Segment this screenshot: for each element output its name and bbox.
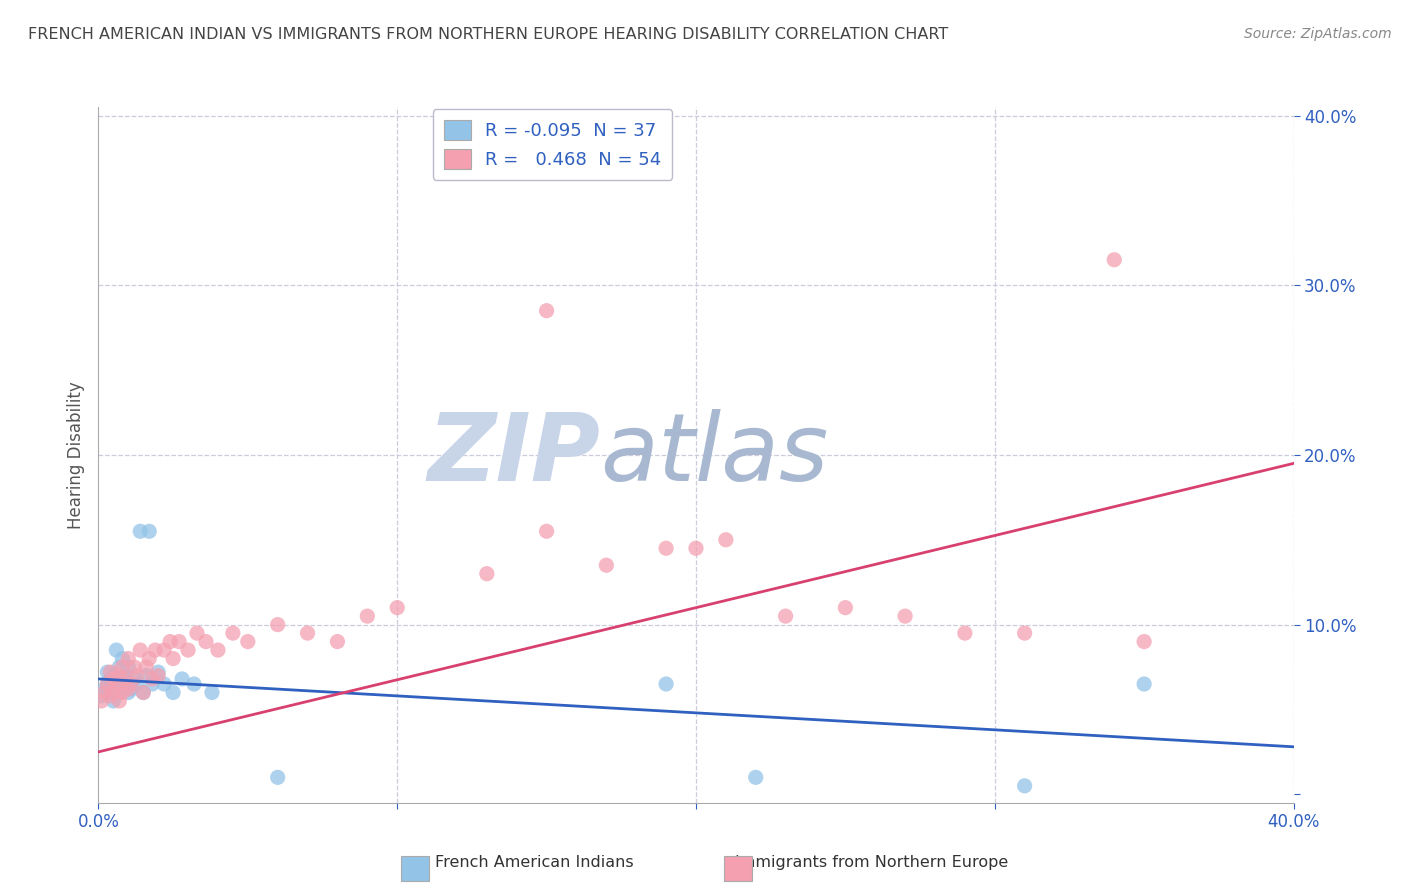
Point [1133, 677, 1156, 691]
Point [103, 668, 125, 682]
Point [685, 541, 707, 556]
Point [98, 672, 122, 686]
Point [103, 672, 125, 686]
Point [595, 558, 617, 573]
Point [297, 626, 319, 640]
Point [177, 643, 200, 657]
Point [655, 541, 678, 556]
Point [326, 634, 349, 648]
Point [135, 660, 157, 674]
Point [117, 682, 139, 697]
Point [135, 668, 157, 682]
Point [194, 634, 218, 648]
Point [183, 677, 205, 691]
Point [141, 672, 163, 686]
Point [148, 668, 170, 682]
Point [236, 634, 259, 648]
Point [356, 609, 378, 624]
Point [153, 677, 176, 691]
Point [536, 524, 558, 539]
Text: ZIP: ZIP [427, 409, 600, 501]
Point [103, 694, 125, 708]
Point [93, 682, 115, 697]
Point [1104, 252, 1126, 267]
Point [475, 566, 498, 581]
Point [114, 677, 136, 691]
Point [108, 660, 131, 674]
Point [108, 668, 131, 682]
Point [186, 626, 208, 640]
Point [90, 689, 112, 703]
Point [111, 685, 134, 699]
Point [117, 685, 139, 699]
Point [105, 643, 128, 657]
Point [655, 677, 678, 691]
Point [143, 643, 166, 657]
Point [117, 660, 139, 674]
Text: French American Indians: French American Indians [434, 855, 634, 870]
Point [124, 660, 146, 674]
Point [98, 689, 122, 703]
Point [108, 694, 131, 708]
Point [90, 694, 112, 708]
Point [1133, 634, 1156, 648]
Point [148, 665, 170, 680]
Point [127, 668, 149, 682]
Point [775, 609, 797, 624]
Text: Immigrants from Northern Europe: Immigrants from Northern Europe [735, 855, 1008, 870]
Point [98, 685, 122, 699]
Point [267, 617, 290, 632]
Point [111, 651, 134, 665]
Text: FRENCH AMERICAN INDIAN VS IMMIGRANTS FROM NORTHERN EUROPE HEARING DISABILITY COR: FRENCH AMERICAN INDIAN VS IMMIGRANTS FRO… [28, 27, 949, 42]
Point [124, 672, 146, 686]
Point [111, 672, 134, 686]
Point [1014, 626, 1036, 640]
Point [385, 600, 409, 615]
Point [953, 626, 976, 640]
Point [159, 634, 181, 648]
Point [96, 677, 118, 691]
Point [103, 685, 125, 699]
Point [138, 524, 160, 539]
Y-axis label: Hearing Disability: Hearing Disability [66, 381, 84, 529]
Point [894, 609, 917, 624]
Point [120, 682, 142, 697]
Point [745, 770, 768, 784]
Point [222, 626, 245, 640]
Point [172, 672, 194, 686]
Point [167, 634, 190, 648]
Text: Source: ZipAtlas.com: Source: ZipAtlas.com [1244, 27, 1392, 41]
Point [207, 643, 229, 657]
Point [96, 677, 118, 691]
Point [536, 303, 558, 318]
Point [117, 651, 139, 665]
Point [834, 600, 856, 615]
Point [98, 665, 122, 680]
Point [132, 685, 155, 699]
Point [129, 643, 152, 657]
Point [267, 770, 290, 784]
Point [105, 677, 128, 691]
Point [120, 677, 142, 691]
Point [714, 533, 737, 547]
Point [201, 685, 224, 699]
Legend: R = -0.095  N = 37, R =   0.468  N = 54: R = -0.095 N = 37, R = 0.468 N = 54 [433, 109, 672, 179]
Point [153, 643, 176, 657]
Point [93, 685, 115, 699]
Point [127, 677, 149, 691]
Point [96, 665, 118, 680]
Point [138, 651, 160, 665]
Point [132, 685, 155, 699]
Point [111, 660, 134, 674]
Point [114, 672, 136, 686]
Text: atlas: atlas [600, 409, 828, 500]
Point [129, 524, 152, 539]
Point [114, 668, 136, 682]
Point [162, 651, 184, 665]
Point [162, 685, 184, 699]
Point [108, 685, 131, 699]
Point [141, 677, 163, 691]
Point [1014, 779, 1036, 793]
Point [105, 677, 128, 691]
